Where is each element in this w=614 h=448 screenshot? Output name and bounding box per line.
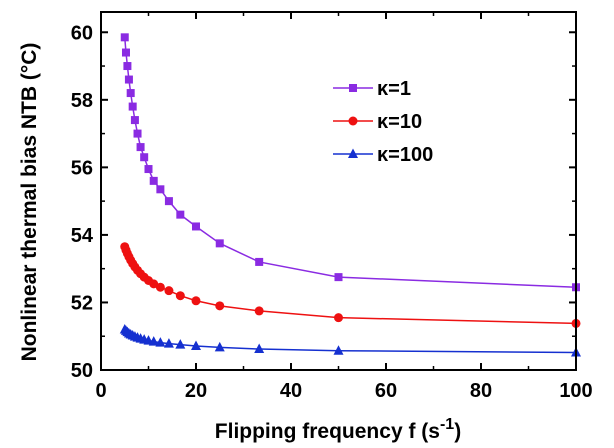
data-point — [191, 296, 201, 306]
x-axis-title-main: Flipping frequency f (s — [215, 420, 440, 443]
plot-area — [119, 33, 581, 357]
data-point — [254, 343, 265, 354]
data-point — [334, 313, 343, 323]
data-point — [156, 185, 165, 194]
data-point — [123, 62, 132, 71]
series-1 — [120, 33, 580, 292]
data-point — [164, 197, 173, 206]
legend-label: κ=100 — [377, 144, 433, 166]
data-point — [133, 129, 142, 138]
y-tick-label: 60 — [71, 22, 93, 44]
x-tick-label: 60 — [375, 380, 397, 402]
legend-marker — [348, 148, 358, 158]
data-point — [191, 340, 201, 351]
axes: 0 20 40 60 80 100 50 52 54 56 58 60 — [71, 11, 593, 402]
data-point — [334, 273, 343, 282]
legend-item-3: κ=100 — [333, 144, 433, 166]
data-point — [149, 176, 158, 185]
series-2 — [120, 242, 581, 328]
data-point — [192, 222, 200, 231]
data-point — [333, 345, 344, 355]
data-point — [130, 116, 139, 125]
x-axis-title-close: ) — [454, 420, 461, 443]
data-point — [120, 33, 129, 42]
legend-item-2: κ=10 — [333, 111, 422, 133]
x-tick-label: 80 — [470, 380, 492, 402]
data-point — [128, 102, 137, 111]
data-point — [126, 89, 135, 98]
data-point — [214, 341, 225, 352]
data-point — [144, 165, 153, 174]
y-tick-label: 54 — [71, 225, 94, 247]
data-point — [149, 279, 159, 289]
data-point — [124, 75, 133, 84]
legend-label: κ=10 — [377, 111, 422, 133]
y-tick-label: 58 — [71, 90, 93, 112]
x-tick-label: 40 — [280, 380, 302, 402]
data-point — [140, 153, 149, 162]
data-point — [254, 306, 264, 316]
data-point — [164, 286, 174, 296]
data-point — [155, 282, 165, 292]
y-tick-label: 50 — [71, 360, 93, 382]
data-point — [175, 291, 185, 301]
x-tick-label: 20 — [185, 380, 207, 402]
data-point — [155, 337, 166, 347]
data-point — [215, 239, 224, 248]
y-tick-label: 56 — [71, 157, 93, 179]
data-point — [136, 143, 145, 152]
data-point — [121, 48, 130, 57]
x-tick-label: 100 — [559, 380, 592, 402]
legend-marker — [349, 84, 357, 92]
x-axis-title-superscript: -1 — [440, 416, 454, 433]
data-point — [163, 338, 174, 348]
data-point — [148, 336, 159, 346]
data-point — [176, 210, 185, 219]
legend-label: κ=1 — [377, 78, 411, 100]
data-point — [175, 339, 186, 349]
x-tick-label: 0 — [95, 380, 106, 402]
legend-marker — [348, 116, 358, 126]
legend: κ=1 κ=10 κ=100 — [333, 78, 433, 166]
x-axis-title: Flipping frequency f (s-1) — [215, 416, 461, 443]
data-point — [215, 301, 225, 311]
legend-item-1: κ=1 — [333, 78, 411, 100]
y-tick-label: 52 — [71, 292, 93, 314]
data-point — [255, 257, 264, 266]
y-axis-title: Nonlinear thermal bias NTB (°C) — [18, 43, 41, 362]
series-3 — [119, 323, 581, 357]
series-line — [124, 37, 577, 289]
